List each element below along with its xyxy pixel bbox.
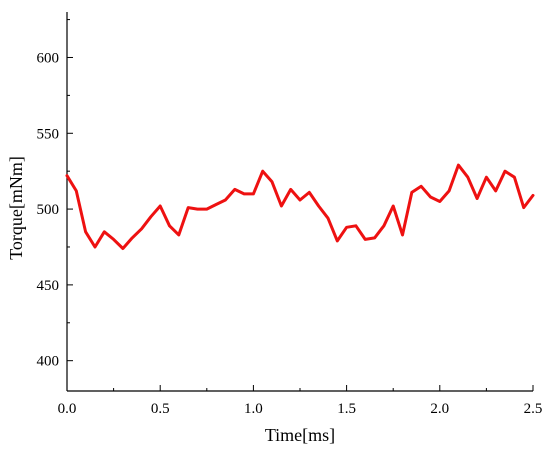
- x-tick-label: 2.5: [524, 401, 543, 417]
- y-axis-title: Torque[mNm]: [6, 156, 26, 260]
- y-tick-label: 550: [37, 126, 60, 142]
- x-tick-label: 0.0: [58, 401, 77, 417]
- series-line: [65, 163, 535, 250]
- x-tick-label: 2.0: [430, 401, 449, 417]
- y-tick-label: 400: [37, 354, 60, 370]
- y-tick-label: 500: [37, 202, 60, 218]
- series-group: [65, 163, 535, 250]
- y-tick-label: 600: [37, 50, 60, 66]
- x-axis-title: Time[ms]: [265, 425, 335, 445]
- x-tick-label: 1.0: [244, 401, 263, 417]
- y-tick-label: 450: [37, 278, 60, 294]
- x-tick-label: 0.5: [151, 401, 170, 417]
- x-tick-label: 1.5: [337, 401, 356, 417]
- ticks: 0.0 0.5 1.0 1.5 2.0 2.5 400 450 500 550 600: [37, 19, 543, 417]
